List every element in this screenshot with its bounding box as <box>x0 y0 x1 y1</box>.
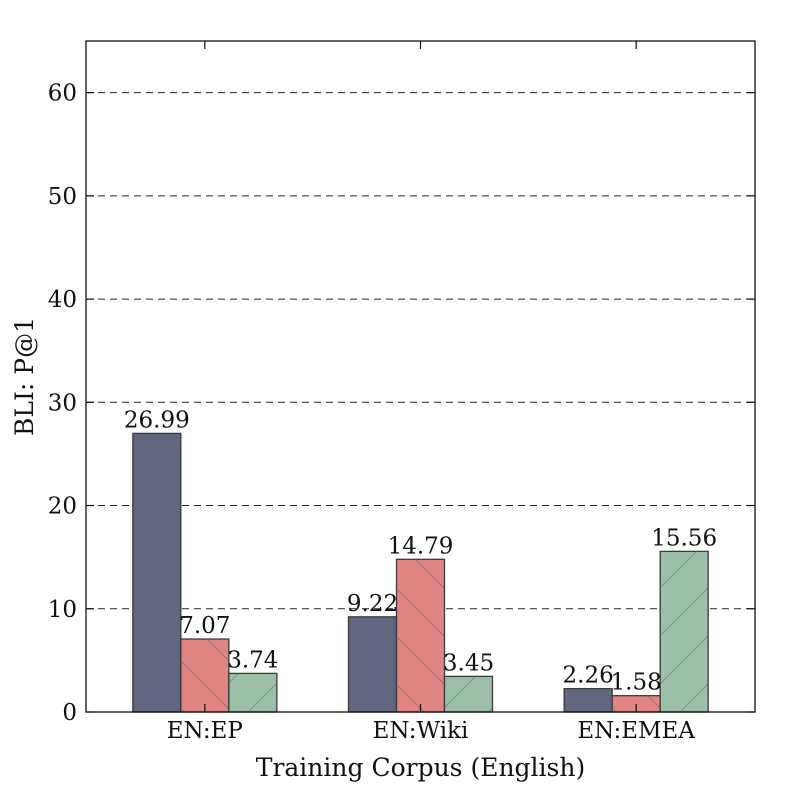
y-tick-label: 10 <box>48 597 77 623</box>
bar-hatch <box>444 676 493 712</box>
axis-ticks: 0 10 20 30 40 50 60 EN:EP EN:Wiki EN:EMEA <box>48 41 755 744</box>
x-tick-label: EN:EP <box>167 718 243 744</box>
y-tick-label: 0 <box>62 700 77 726</box>
bar-value-labels: 26.99 7.07 3.74 9.22 14.79 3.45 2.261.58 15.56 <box>124 407 717 695</box>
bar-value-label: 14.79 <box>388 533 454 559</box>
bar-value-label: 7.07 <box>179 613 230 639</box>
bar <box>132 432 182 713</box>
y-axis-title: BLI: P@1 <box>10 317 39 436</box>
bar-hatch <box>612 695 661 712</box>
bar-value-label: 3.74 <box>227 647 278 673</box>
bar-value-label: 9.22 <box>347 591 398 617</box>
bar-hatch <box>180 639 229 712</box>
y-tick-label: 40 <box>48 287 77 313</box>
gridlines <box>86 92 755 610</box>
bar-value-label: 1.58 <box>611 670 662 696</box>
x-tick-label: EN:EMEA <box>577 718 695 744</box>
bar-value-label: 15.56 <box>651 525 717 551</box>
bar-value-label: 3.45 <box>443 650 494 676</box>
bar <box>347 616 398 713</box>
bar-value-label: 26.99 <box>124 407 190 433</box>
bar <box>563 688 613 713</box>
x-axis-title: Training Corpus (English) <box>256 753 585 782</box>
y-tick-label: 50 <box>48 184 77 210</box>
y-tick-label: 30 <box>48 390 77 416</box>
y-tick-label: 20 <box>48 494 77 520</box>
bars <box>132 432 709 713</box>
bar-hatch <box>396 559 445 712</box>
bar-value-label: 2.26 <box>563 663 614 689</box>
bar-hatch <box>660 551 709 712</box>
y-tick-label: 60 <box>48 81 77 107</box>
bar-hatch <box>228 673 277 712</box>
x-tick-label: EN:Wiki <box>373 718 469 744</box>
